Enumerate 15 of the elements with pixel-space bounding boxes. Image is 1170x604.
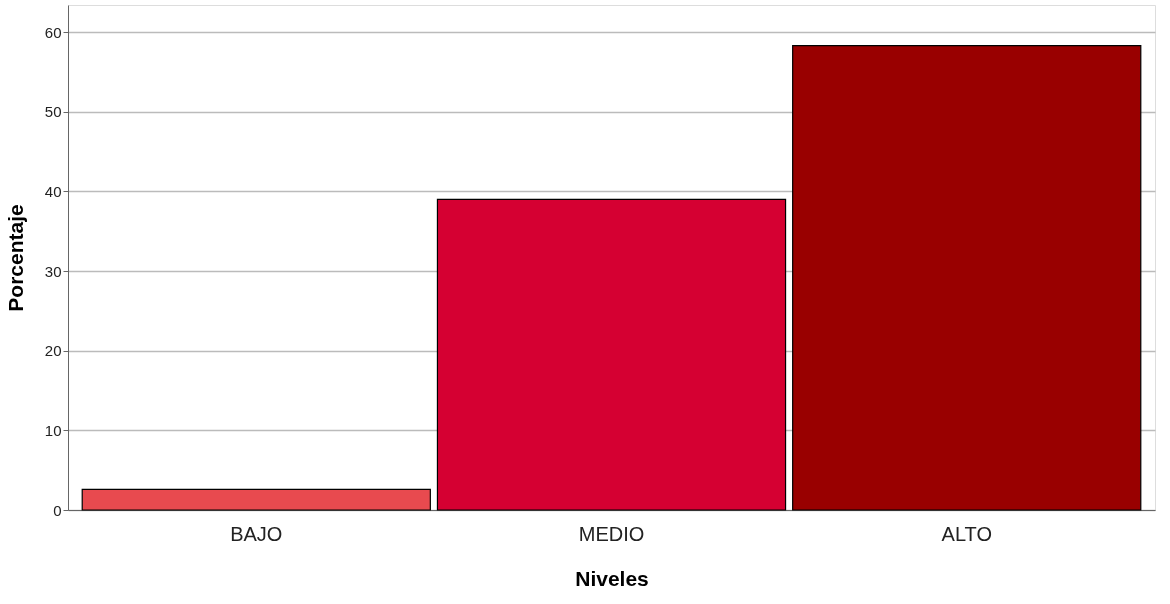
y-tick-label: 60	[44, 23, 62, 41]
x-axis-title: Niveles	[575, 566, 649, 590]
x-tick-label: BAJO	[230, 522, 283, 545]
y-tick-label: 20	[44, 342, 62, 360]
bar	[81, 488, 431, 511]
y-tick-label: 0	[53, 501, 62, 519]
bar	[436, 198, 787, 511]
x-tick-label: ALTO	[941, 522, 992, 545]
bar	[792, 45, 1142, 511]
y-tick-label: 50	[44, 103, 62, 121]
y-axis-title: Porcentaje	[3, 204, 27, 312]
y-tick-label: 40	[44, 182, 62, 200]
y-tick-label: 10	[44, 421, 62, 439]
y-tick-label: 30	[44, 262, 62, 280]
x-tick-label: MEDIO	[578, 522, 645, 545]
